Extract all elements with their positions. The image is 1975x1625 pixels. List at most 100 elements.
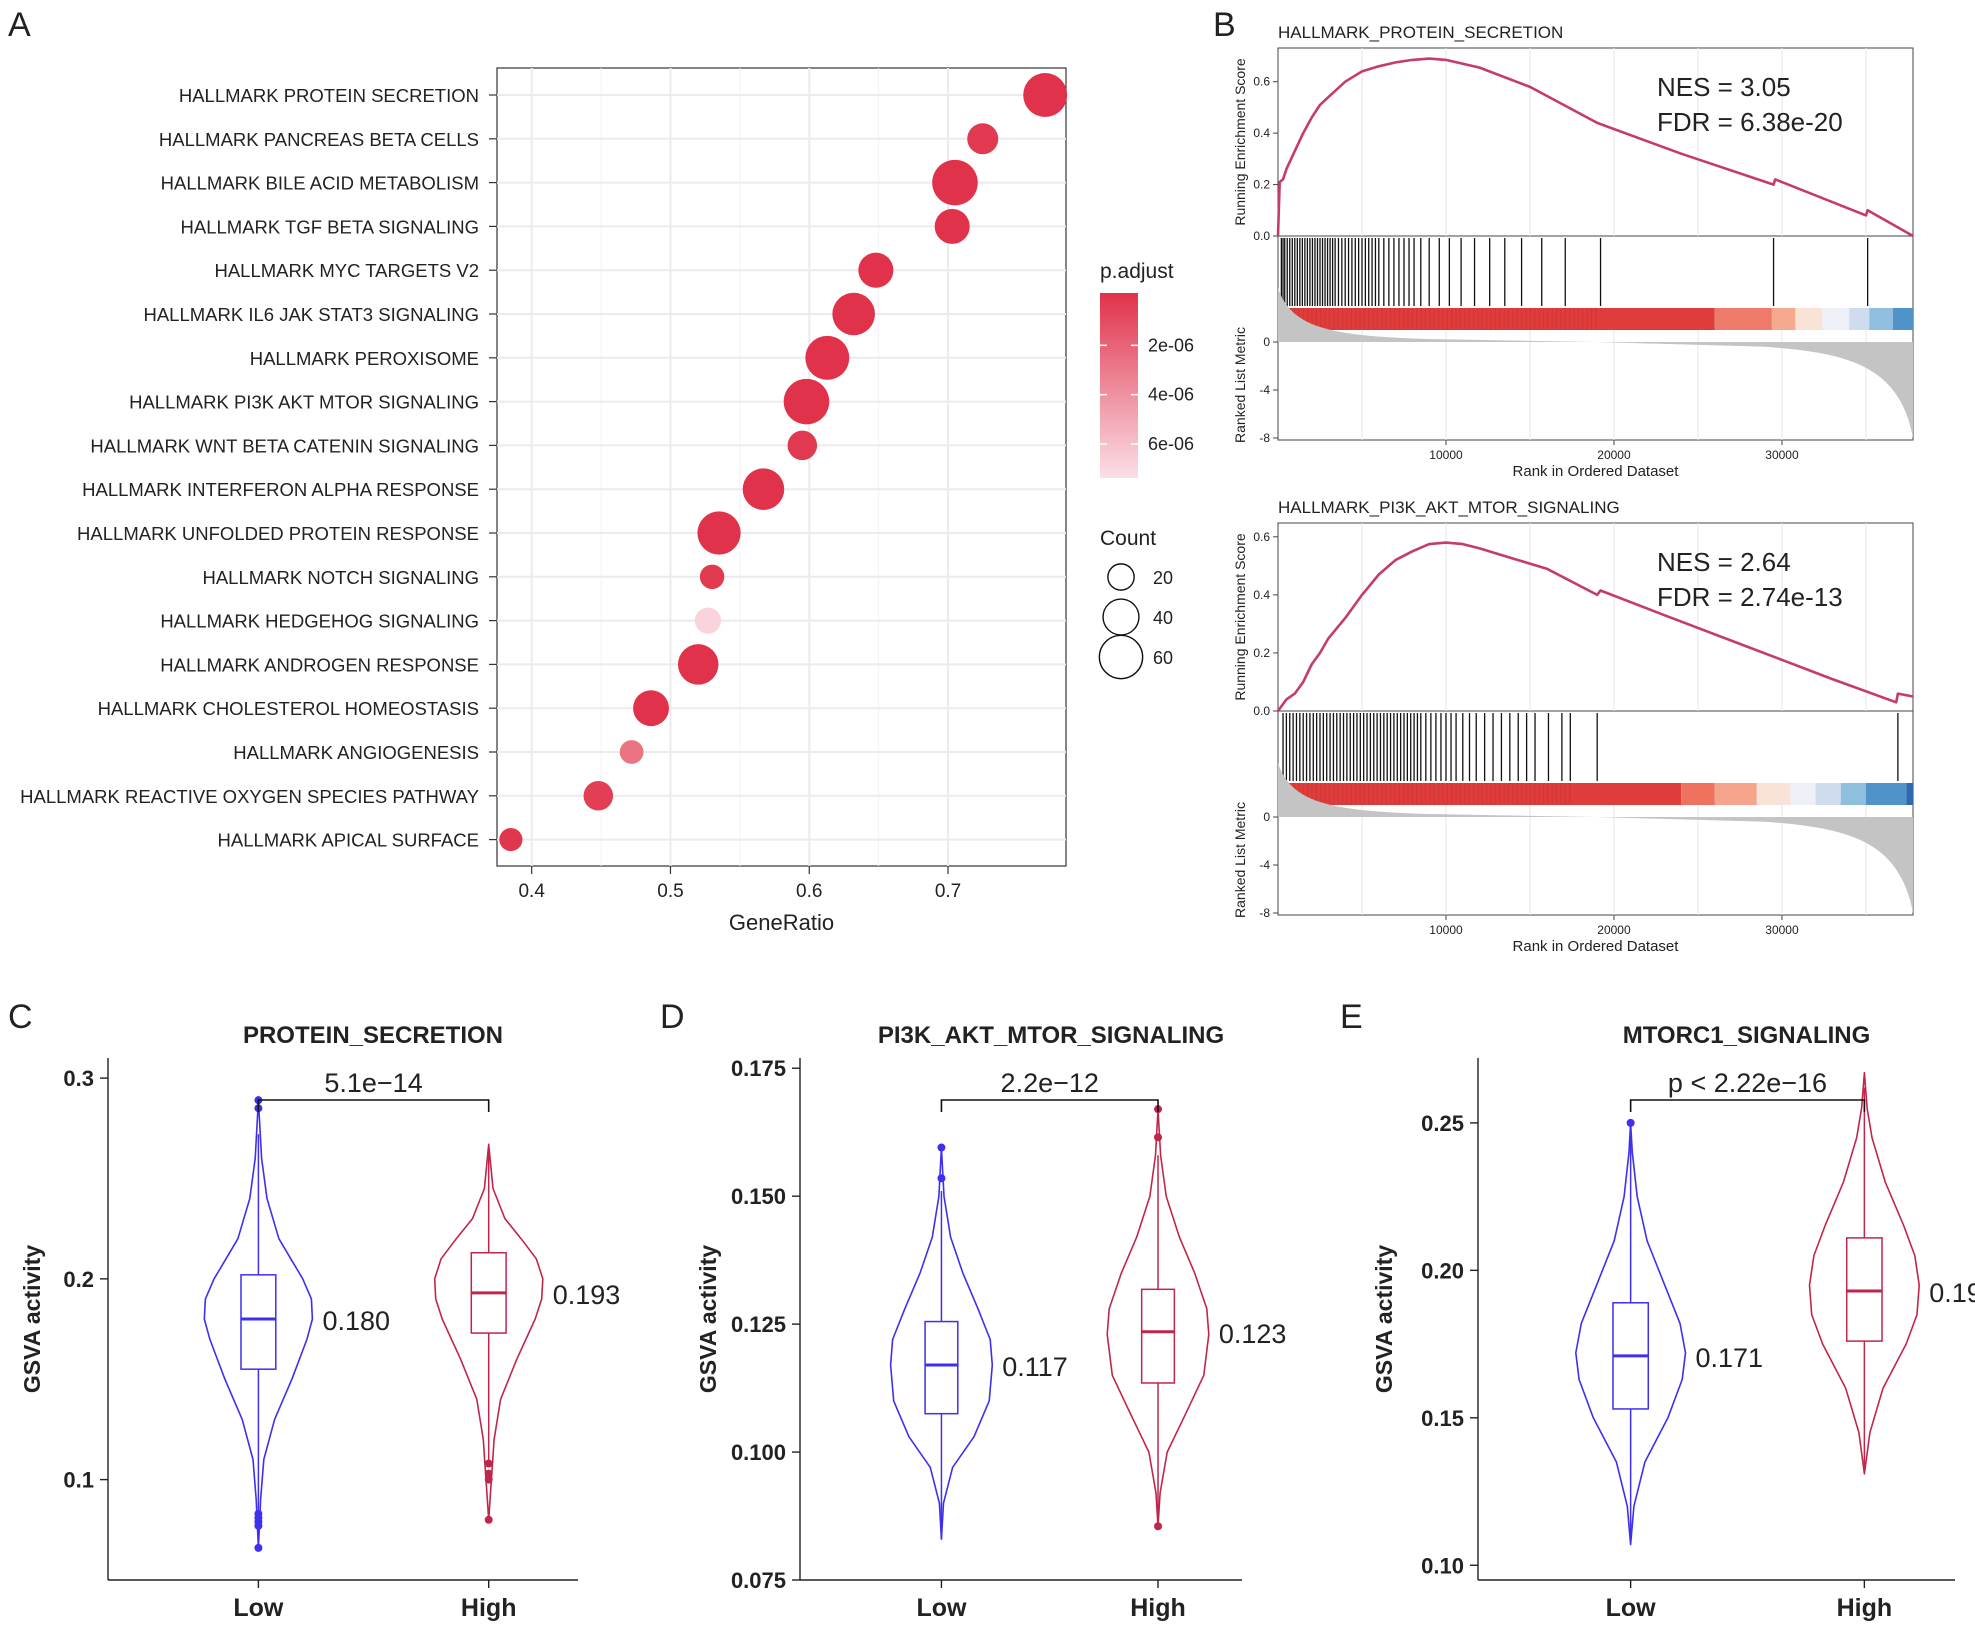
outlier-point	[1626, 1118, 1635, 1127]
term-label: HALLMARK APICAL SURFACE	[218, 830, 479, 851]
x-tick-label: High	[1837, 1594, 1893, 1622]
term-label: HALLMARK HEDGEHOG SIGNALING	[160, 611, 479, 632]
y-tick-label: 0.25	[1421, 1111, 1464, 1136]
x-axis-title: GeneRatio	[729, 910, 834, 935]
term-label: HALLMARK CHOLESTEROL HOMEOSTASIS	[98, 698, 479, 719]
term-label: HALLMARK TGF BETA SIGNALING	[181, 216, 479, 237]
violin-plot-pi3k-akt-mtor: PI3K_AKT_MTOR_SIGNALING 0.075 0.100 0.125 0.…	[695, 1022, 1286, 1622]
enrichment-dot	[677, 644, 719, 685]
color-bar	[1100, 293, 1138, 478]
score-y-tick-label: 0.2	[1253, 646, 1270, 660]
term-label: HALLMARK PEROXISOME	[250, 348, 479, 369]
x-tick-label: High	[1130, 1594, 1186, 1622]
y-tick-label: 0.150	[731, 1184, 786, 1209]
x-tick-label: 0.5	[657, 881, 683, 902]
enrichment-dot	[583, 781, 614, 811]
panel-letter-a: A	[8, 6, 31, 44]
enrichment-dot	[694, 607, 722, 634]
term-label: HALLMARK REACTIVE OXYGEN SPECIES PATHWAY	[20, 786, 479, 807]
enrichment-dot	[805, 335, 850, 380]
y-axis-title: GSVA activity	[695, 1245, 721, 1393]
enrichment-dot	[787, 430, 818, 461]
rank-color-segment	[1840, 783, 1866, 805]
panel-letter-b: B	[1213, 6, 1236, 44]
y-tick-label: 0.125	[731, 1312, 786, 1337]
median-value-label: 0.180	[322, 1306, 390, 1336]
rank-color-segment	[1771, 308, 1796, 330]
x-tick-label: 0.6	[796, 881, 822, 902]
enrichment-dot	[633, 690, 669, 727]
legend-size-title: Count	[1100, 527, 1156, 550]
y-tick-label: 0.100	[731, 1440, 786, 1465]
metric-y-tick-label: 0	[1263, 335, 1270, 349]
rank-color-segment	[1822, 308, 1850, 330]
fdr-label: FDR = 6.38e-20	[1657, 107, 1843, 137]
enrichment-dot	[742, 468, 785, 510]
median-value-label: 0.193	[553, 1280, 621, 1310]
rank-color-segment	[1865, 783, 1907, 805]
rank-color-segment	[1906, 783, 1913, 805]
outlier-point	[937, 1174, 946, 1183]
score-y-tick-label: 0.6	[1253, 75, 1270, 89]
rank-x-tick-label: 30000	[1765, 448, 1799, 462]
panel-letter-e: E	[1340, 998, 1363, 1036]
enrichment-dot	[932, 159, 978, 206]
rank-color-segment	[1681, 783, 1715, 805]
rank-x-tick-label: 30000	[1765, 923, 1799, 937]
rank-color-segment	[1815, 783, 1841, 805]
median-value-label: 0.171	[1695, 1343, 1763, 1373]
p-value-label: 2.2e−12	[1001, 1068, 1099, 1098]
x-tick-label: High	[461, 1594, 517, 1622]
rank-color-segment	[1795, 308, 1823, 330]
violin-title: PROTEIN_SECRETION	[243, 1022, 503, 1049]
panel-letter-d: D	[660, 998, 685, 1036]
rank-color-segment	[1849, 308, 1870, 330]
score-y-tick-label: 0.4	[1253, 588, 1270, 602]
x-tick-label: Low	[233, 1594, 284, 1622]
median-value-label: 0.193	[1929, 1278, 1975, 1308]
term-label: HALLMARK UNFOLDED PROTEIN RESPONSE	[77, 523, 479, 544]
metric-y-tick-label: 0	[1263, 810, 1270, 824]
significance-bracket	[257, 1099, 490, 1112]
p-value-label: 5.1e−14	[324, 1068, 422, 1098]
box	[1140, 1288, 1176, 1384]
size-legend-label: 20	[1153, 568, 1173, 588]
size-legend-circle	[1098, 634, 1144, 680]
gsea-plot-protein-secretion: HALLMARK_PROTEIN_SECRETION 0.0 0.2 0.4 0.6 NE…	[1232, 23, 1914, 480]
term-label: HALLMARK INTERFERON ALPHA RESPONSE	[82, 479, 479, 500]
legend-color-title: p.adjust	[1100, 260, 1174, 283]
score-y-axis-title: Running Enrichment Score	[1232, 58, 1248, 226]
term-label: HALLMARK ANGIOGENESIS	[233, 742, 479, 763]
violin-title: MTORC1_SIGNALING	[1623, 1022, 1871, 1049]
enrichment-dot	[1023, 73, 1068, 117]
rank-x-tick-label: 10000	[1429, 448, 1463, 462]
score-y-tick-label: 0.0	[1253, 229, 1270, 243]
color-bar-label: 2e-06	[1148, 335, 1194, 355]
significance-bracket	[940, 1099, 1159, 1112]
outlier-point	[1154, 1522, 1163, 1531]
size-legend-label: 60	[1153, 648, 1173, 668]
enrichment-dot	[934, 208, 970, 244]
y-tick-label: 0.2	[63, 1267, 94, 1292]
box	[924, 1320, 959, 1415]
outlier-point	[937, 1143, 946, 1152]
gsea-title: HALLMARK_PROTEIN_SECRETION	[1278, 23, 1563, 42]
y-tick-label: 0.20	[1421, 1258, 1464, 1283]
fdr-label: FDR = 2.74e-13	[1657, 582, 1843, 612]
x-tick-label: 0.7	[935, 881, 961, 902]
gsea-frame	[1277, 47, 1914, 441]
violin-shape	[433, 1143, 544, 1521]
rank-color-segment	[1892, 308, 1913, 330]
enrichment-dot	[858, 252, 894, 288]
color-bar-label: 6e-06	[1148, 434, 1194, 454]
rank-color-segment	[1756, 783, 1791, 805]
term-label: HALLMARK BILE ACID METABOLISM	[161, 173, 479, 194]
x-tick-label: Low	[916, 1594, 967, 1622]
plot-frame	[496, 67, 1067, 867]
term-label: HALLMARK NOTCH SIGNALING	[202, 567, 479, 588]
enrichment-dot	[697, 511, 741, 555]
metric-y-axis-title: Ranked List Metric	[1232, 802, 1248, 918]
outlier-point	[484, 1459, 493, 1468]
metric-y-axis-title: Ranked List Metric	[1232, 327, 1248, 443]
violin-plot-mtorc1: MTORC1_SIGNALING 0.10 0.15 0.20 0.25 GSVA act…	[1371, 1022, 1975, 1622]
